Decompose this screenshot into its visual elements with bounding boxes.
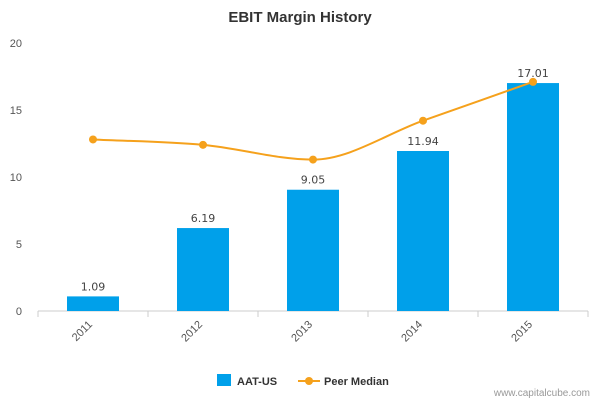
bar[interactable]	[507, 83, 559, 311]
legend-line-marker	[305, 377, 313, 385]
legend-bar-swatch	[217, 374, 231, 386]
bar-data-label: 9.05	[301, 174, 326, 187]
y-tick-label: 0	[16, 306, 22, 318]
bar-series	[67, 83, 559, 311]
x-tick-label: 2011	[70, 319, 95, 344]
y-tick-label: 15	[10, 105, 22, 117]
x-tick-label: 2015	[509, 319, 535, 345]
bar[interactable]	[177, 228, 229, 311]
chart-title: EBIT Margin History	[228, 9, 372, 26]
x-tick-label: 2014	[399, 319, 425, 345]
legend[interactable]: AAT-US Peer Median	[217, 374, 389, 388]
y-tick-label: 20	[10, 38, 22, 50]
bar[interactable]	[67, 296, 119, 311]
x-tick-label: 2013	[289, 319, 315, 345]
peer-median-line	[92, 80, 534, 161]
y-tick-label: 5	[16, 239, 22, 251]
peer-median-point[interactable]	[199, 140, 207, 149]
legend-bar-label: AAT-US	[237, 376, 277, 388]
x-axis: 2011 2012 2013 2014 2015	[37, 311, 589, 345]
y-axis: 0 5 10 15 20	[10, 38, 22, 318]
bar-data-label: 11.94	[407, 135, 439, 148]
legend-item-bar[interactable]: AAT-US	[217, 374, 277, 388]
bar[interactable]	[287, 189, 339, 311]
credit-text[interactable]: www.capitalcube.com	[493, 388, 590, 399]
legend-item-line[interactable]: Peer Median	[298, 376, 389, 388]
peer-median-point[interactable]	[419, 116, 427, 125]
line-series	[89, 77, 537, 164]
peer-median-point[interactable]	[89, 135, 97, 144]
peer-median-point[interactable]	[529, 77, 537, 86]
x-tick-label: 2012	[179, 319, 205, 345]
bar-data-label: 17.01	[517, 67, 549, 80]
legend-line-label: Peer Median	[324, 376, 389, 388]
bar-data-labels: 1.09 6.19 9.05 11.94 17.01	[81, 67, 549, 293]
bar-data-label: 1.09	[81, 280, 106, 293]
bar[interactable]	[397, 151, 449, 311]
peer-median-point[interactable]	[309, 155, 317, 164]
bar-data-label: 6.19	[191, 212, 216, 225]
y-tick-label: 10	[10, 172, 22, 184]
